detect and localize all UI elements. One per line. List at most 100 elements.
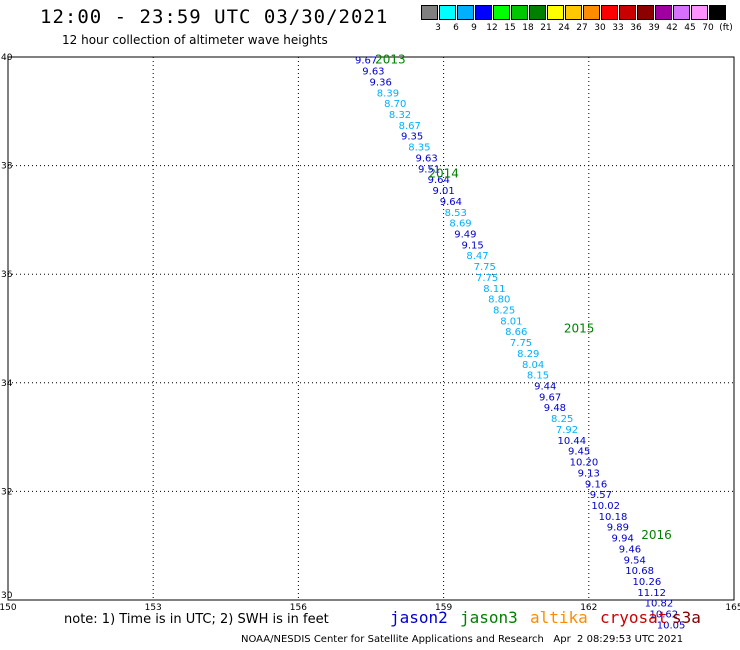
wave-height-label: 10.44 <box>558 436 587 447</box>
scale-swatch <box>637 5 654 20</box>
wave-height-label: 8.29 <box>517 349 539 360</box>
scale-swatch <box>439 5 456 20</box>
scale-swatch <box>565 5 582 20</box>
x-tick-label: 153 <box>145 603 162 613</box>
wave-height-label: 8.80 <box>488 295 510 306</box>
wave-height-label: 7.75 <box>476 273 498 284</box>
scale-swatch <box>421 5 438 20</box>
wave-height-label: 9.64 <box>428 175 450 186</box>
scale-swatch <box>601 5 618 20</box>
wave-height-label: 9.67 <box>539 392 561 403</box>
scale-label: 21 <box>540 23 552 33</box>
wave-height-label: 10.62 <box>649 610 678 621</box>
wave-height-label: 8.53 <box>445 208 467 219</box>
wave-height-label: 9.49 <box>454 229 476 240</box>
scale-label: 27 <box>576 23 588 33</box>
wave-height-label: 7.92 <box>556 425 578 436</box>
time-marker-label: 2013 <box>375 53 406 67</box>
wave-height-label: 10.20 <box>570 458 599 469</box>
wave-height-label: 8.25 <box>551 414 573 425</box>
scale-label: 9 <box>471 23 477 33</box>
scale-swatch <box>457 5 474 20</box>
scale-label: 3 <box>435 23 441 33</box>
wave-height-label: 10.05 <box>657 620 686 631</box>
legend-item-jason2: jason2 <box>390 608 448 627</box>
legend-item-s3a: s3a <box>672 608 701 627</box>
plot-frame <box>7 56 735 601</box>
wave-height-label: 9.54 <box>624 555 646 566</box>
wave-height-label: 8.39 <box>377 88 399 99</box>
scale-swatch <box>529 5 546 20</box>
x-tick-label: 159 <box>435 603 452 613</box>
wave-height-label: 8.67 <box>399 121 421 132</box>
wave-height-label: 9.48 <box>544 403 566 414</box>
wave-height-label: 9.35 <box>401 132 423 143</box>
page-subtitle: 12 hour collection of altimeter wave hei… <box>62 33 328 47</box>
scale-label: 30 <box>594 23 606 33</box>
wave-height-label: 10.68 <box>625 566 654 577</box>
y-tick-label: 30 <box>1 591 13 601</box>
time-marker-label: 2015 <box>564 322 595 336</box>
wave-height-label: 8.04 <box>522 360 544 371</box>
wave-height-label: 9.89 <box>607 523 629 534</box>
scale-label: 39 <box>648 23 660 33</box>
wave-height-label: 8.15 <box>527 371 549 382</box>
scale-label: 45 <box>684 23 696 33</box>
scale-label: 15 <box>504 23 516 33</box>
scale-label: 24 <box>558 23 570 33</box>
scale-swatch <box>619 5 636 20</box>
wave-height-label: 9.45 <box>568 447 590 458</box>
wave-height-label: 9.63 <box>362 67 384 78</box>
scale-swatch <box>493 5 510 20</box>
wave-height-label: 9.63 <box>416 153 438 164</box>
y-tick-label: 36 <box>1 270 13 280</box>
scale-swatch <box>475 5 492 20</box>
scale-swatch <box>673 5 690 20</box>
wave-height-label: 9.01 <box>432 186 454 197</box>
scale-label: 12 <box>486 23 498 33</box>
wave-height-label: 9.67 <box>355 56 377 67</box>
wave-height-label: 9.13 <box>578 468 600 479</box>
wave-height-label: 8.47 <box>466 251 488 262</box>
wave-height-label: 8.69 <box>449 219 471 230</box>
scale-swatch <box>691 5 708 20</box>
x-tick-label: 165 <box>725 603 740 613</box>
footer-credit: NOAA/NESDIS Center for Satellite Applica… <box>241 634 684 645</box>
wave-height-label: 8.11 <box>483 284 505 295</box>
wave-height-label: 8.01 <box>500 316 522 327</box>
scale-label: 70 <box>702 23 714 33</box>
wave-height-label: 8.66 <box>505 327 527 338</box>
scale-swatch <box>511 5 528 20</box>
wave-height-label: 11.12 <box>637 588 666 599</box>
y-tick-label: 40 <box>1 53 13 63</box>
wave-height-label: 10.02 <box>591 501 620 512</box>
wave-height-label: 9.94 <box>612 534 634 545</box>
legend-item-cryosat: cryosat <box>600 608 668 627</box>
scale-swatch <box>709 5 726 20</box>
wave-height-label: 8.32 <box>389 110 411 121</box>
wave-height-label: 7.75 <box>510 338 532 349</box>
wave-height-label: 10.18 <box>599 512 628 523</box>
scale-label: (ft) <box>719 23 733 33</box>
y-tick-label: 34 <box>1 379 13 389</box>
y-tick-label: 32 <box>1 487 12 497</box>
wave-height-label: 9.64 <box>440 197 462 208</box>
scale-label: 6 <box>453 23 459 33</box>
wave-height-label: 9.36 <box>370 77 392 88</box>
footer-note: note: 1) Time is in UTC; 2) SWH is in fe… <box>64 612 329 627</box>
legend-item-jason3: jason3 <box>460 608 518 627</box>
x-tick-label: 150 <box>0 603 17 613</box>
wave-height-label: 9.44 <box>534 382 556 393</box>
page-title: 12:00 - 23:59 UTC 03/30/2021 <box>40 6 389 28</box>
scale-label: 42 <box>666 23 678 33</box>
wave-height-label: 8.70 <box>384 99 406 110</box>
x-tick-label: 162 <box>580 603 597 613</box>
scale-label: 33 <box>612 23 624 33</box>
scale-swatch <box>547 5 564 20</box>
wave-height-label: 8.35 <box>408 143 430 154</box>
wave-height-label: 8.25 <box>493 305 515 316</box>
wave-height-label: 9.57 <box>590 490 612 501</box>
wave-height-label: 10.26 <box>633 577 662 588</box>
scale-label: 18 <box>522 23 534 33</box>
